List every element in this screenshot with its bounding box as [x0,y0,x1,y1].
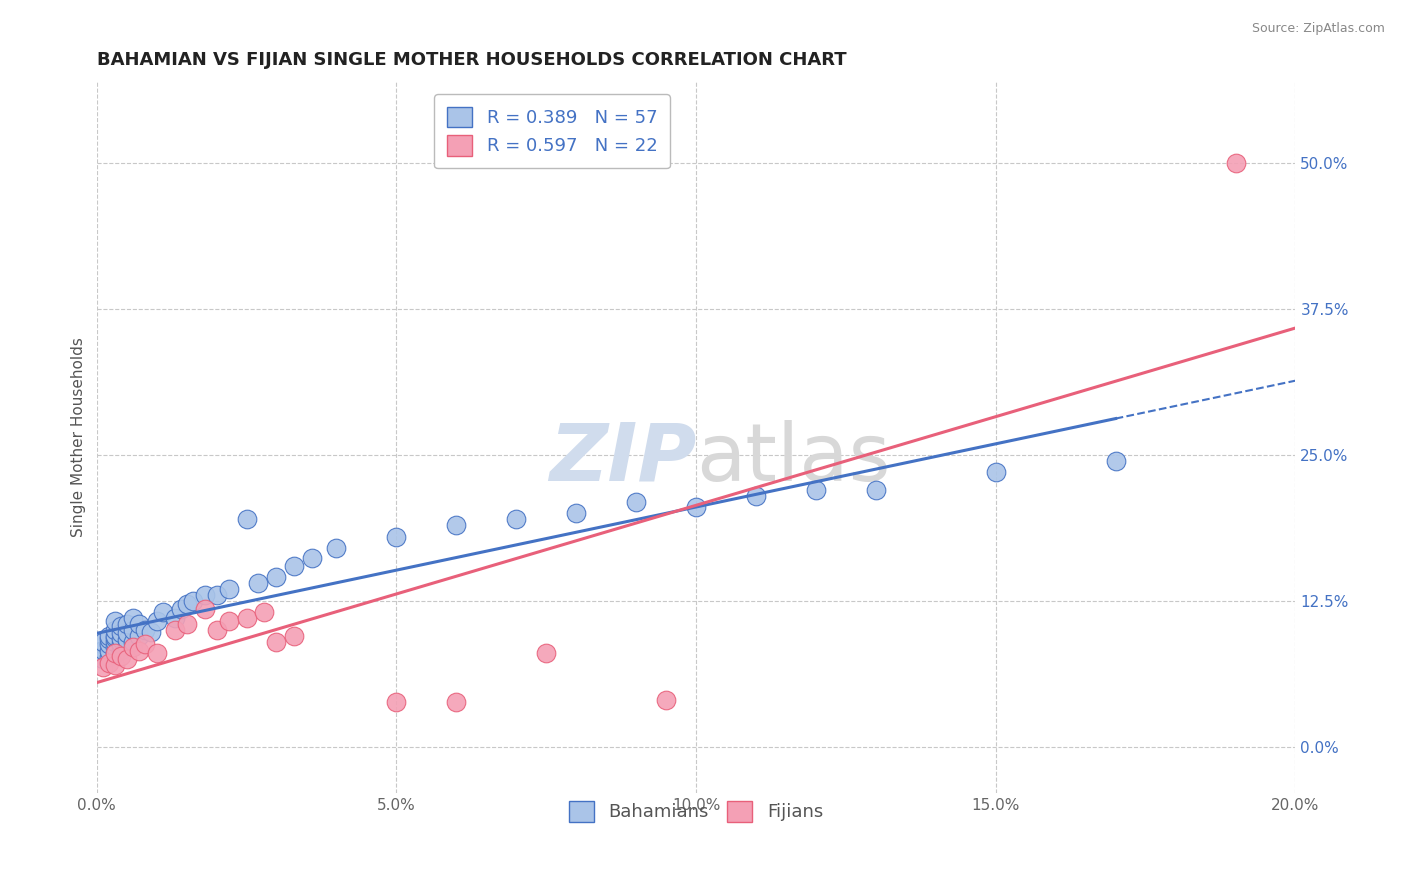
Point [97,644,120,658]
Point [193,602,215,616]
Point [325,541,347,556]
Point [115,652,138,666]
Point [169,602,191,616]
Point [176,617,198,632]
Point [176,597,198,611]
Point [565,506,588,520]
Point [534,646,557,660]
Point [104,634,127,648]
Point [110,619,132,633]
Point [235,611,257,625]
Point [655,693,678,707]
Point [446,695,468,709]
Point [91,642,114,657]
Point [91,660,114,674]
Point [266,634,288,648]
Point [235,512,257,526]
Point [505,512,527,526]
Point [97,632,120,647]
Point [97,629,120,643]
Point [218,614,240,628]
Point [385,695,408,709]
Y-axis label: Single Mother Households: Single Mother Households [72,337,86,537]
Point [97,637,120,651]
Text: atlas: atlas [696,420,890,498]
Point [163,611,186,625]
Point [110,632,132,647]
Point [110,637,132,651]
Point [446,517,468,532]
Point [134,637,156,651]
Point [205,623,228,637]
Point [984,466,1007,480]
Point [1104,453,1126,467]
Point [804,483,827,497]
Point [745,489,768,503]
Point [110,648,132,663]
Point [163,623,186,637]
Point [115,633,138,648]
Text: Source: ZipAtlas.com: Source: ZipAtlas.com [1251,22,1385,36]
Point [283,558,305,573]
Point [104,640,127,655]
Point [97,656,120,670]
Point [104,623,127,637]
Point [865,483,887,497]
Point [385,530,408,544]
Point [104,629,127,643]
Point [1225,156,1247,170]
Point [115,626,138,640]
Point [104,646,127,660]
Point [115,617,138,632]
Point [128,644,150,658]
Point [247,576,270,591]
Point [104,614,127,628]
Point [121,611,143,625]
Point [205,588,228,602]
Point [301,550,323,565]
Point [104,631,127,645]
Point [283,629,305,643]
Point [128,617,150,632]
Point [121,634,143,648]
Point [685,500,707,515]
Point [110,642,132,657]
Point [121,640,143,655]
Legend: Bahamians, Fijians: Bahamians, Fijians [557,788,835,834]
Point [145,646,167,660]
Text: ZIP: ZIP [548,420,696,498]
Point [134,623,156,637]
Point [91,634,114,648]
Point [110,626,132,640]
Point [193,588,215,602]
Point [253,606,276,620]
Point [121,623,143,637]
Point [97,649,120,664]
Point [115,640,138,654]
Point [624,494,647,508]
Point [152,606,174,620]
Point [104,646,127,660]
Text: BAHAMIAN VS FIJIAN SINGLE MOTHER HOUSEHOLDS CORRELATION CHART: BAHAMIAN VS FIJIAN SINGLE MOTHER HOUSEHO… [97,51,846,69]
Point [266,570,288,584]
Point [91,652,114,666]
Point [181,593,204,607]
Point [145,614,167,628]
Point [128,629,150,643]
Point [139,625,162,640]
Point [104,657,127,672]
Point [218,582,240,596]
